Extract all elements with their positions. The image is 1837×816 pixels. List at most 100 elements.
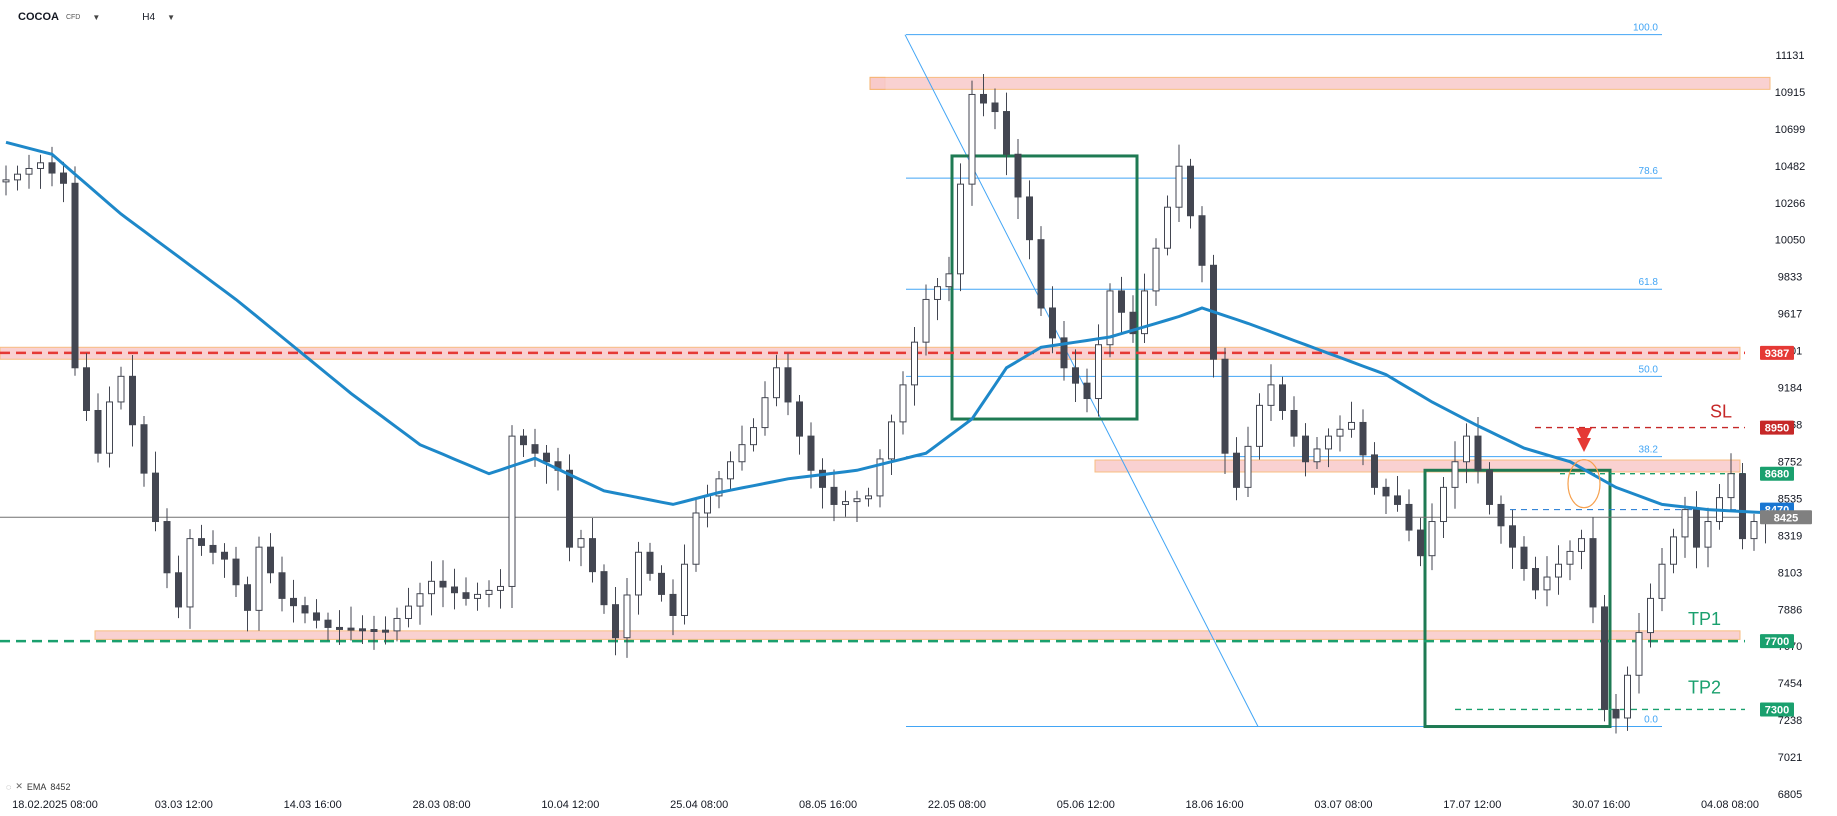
candle-body xyxy=(244,584,251,611)
candle-body xyxy=(968,93,976,185)
close-icon[interactable]: ✕ xyxy=(15,781,23,791)
price-badge xyxy=(1760,702,1794,717)
price-badge-label: 7300 xyxy=(1765,704,1789,716)
signal-highlight xyxy=(1567,459,1601,509)
candle-body xyxy=(796,401,803,437)
x-axis-tick: 18.02.2025 08:00 xyxy=(12,799,98,811)
candle-body xyxy=(853,498,861,503)
x-axis-tick: 08.05 16:00 xyxy=(799,799,857,811)
candle-body xyxy=(1198,215,1206,266)
x-axis-tick: 25.04 08:00 xyxy=(670,799,728,811)
chevron-down-icon[interactable]: ▼ xyxy=(92,12,101,22)
candle-body xyxy=(1681,509,1689,538)
chevron-down-icon[interactable]: ▼ xyxy=(167,12,175,22)
y-axis-tick: 9184 xyxy=(1778,383,1802,395)
candle-body xyxy=(819,469,826,488)
candle-body xyxy=(2,179,10,183)
price-badge-label: 9387 xyxy=(1765,348,1789,360)
candle-body xyxy=(48,162,56,174)
candle-body xyxy=(25,167,33,175)
candle-body xyxy=(1072,367,1079,384)
price-badge xyxy=(1760,466,1794,481)
y-axis-tick: 8103 xyxy=(1778,567,1802,579)
candle-body xyxy=(1509,525,1516,548)
candle-body xyxy=(566,469,573,548)
indicator-value: 8452 xyxy=(50,781,71,792)
candle-body xyxy=(1739,473,1746,540)
x-axis-tick: 28.03 08:00 xyxy=(412,799,470,811)
price-badge xyxy=(1760,634,1794,649)
x-axis-tick: 10.04 12:00 xyxy=(541,799,599,811)
candle-body xyxy=(83,367,90,411)
candle-body xyxy=(474,593,481,599)
candle-body xyxy=(1026,196,1033,241)
y-axis-tick: 9833 xyxy=(1778,272,1802,284)
eye-off-icon[interactable]: ◌ xyxy=(6,781,12,792)
candle-body xyxy=(922,298,930,343)
candle-body xyxy=(1233,452,1240,488)
x-axis-tick: 22.05 08:00 xyxy=(928,799,986,811)
tp1-annotation: TP1 xyxy=(1688,609,1721,629)
candle-body xyxy=(1451,461,1459,488)
x-axis-tick: 30.07 16:00 xyxy=(1572,799,1630,811)
candle-body xyxy=(1658,563,1666,599)
candle-body xyxy=(1520,546,1528,570)
timeframe-selector[interactable]: H4 xyxy=(142,11,156,23)
candle-body xyxy=(428,580,435,595)
candle-body xyxy=(416,593,424,607)
symbol-name[interactable]: COCOA xyxy=(18,11,59,23)
y-axis-tick: 7238 xyxy=(1778,715,1802,727)
candle-body xyxy=(646,551,654,574)
y-axis-tick: 7886 xyxy=(1778,604,1802,616)
candle-body xyxy=(451,586,458,594)
candle-body xyxy=(152,472,159,523)
candle-body xyxy=(336,626,343,630)
candle-body xyxy=(1037,239,1045,309)
y-axis-tick: 7021 xyxy=(1778,752,1802,764)
candle-body xyxy=(727,461,734,480)
x-axis-tick: 18.06 16:00 xyxy=(1186,799,1244,811)
fib-level-label: 38.2 xyxy=(1639,445,1659,456)
x-axis-tick: 03.03 12:00 xyxy=(155,799,213,811)
candle-body xyxy=(1693,509,1700,548)
candle-body xyxy=(60,172,67,184)
candle-body xyxy=(117,375,125,403)
candle-body xyxy=(1129,311,1137,335)
candle-body xyxy=(1290,409,1298,437)
candle-body xyxy=(1244,445,1252,488)
indicator-name: EMA xyxy=(26,781,47,792)
candles xyxy=(2,74,1769,734)
x-axis-tick: 14.03 16:00 xyxy=(284,799,342,811)
candle-body xyxy=(600,571,608,606)
price-badge-label: 8680 xyxy=(1765,469,1789,481)
candle-body xyxy=(577,538,585,548)
candle-body xyxy=(232,558,240,586)
candle-body xyxy=(106,401,113,454)
candle-body xyxy=(1750,521,1758,540)
candle-body xyxy=(1440,486,1447,523)
candle-body xyxy=(669,593,677,616)
candle-body xyxy=(1221,358,1229,454)
candle-body xyxy=(1256,404,1263,447)
candle-body xyxy=(1164,206,1171,249)
ema-line xyxy=(5,140,1766,515)
y-axis-tick: 10266 xyxy=(1775,198,1806,210)
candle-body xyxy=(612,604,619,639)
y-axis-tick: 11131 xyxy=(1776,50,1805,62)
candle-body xyxy=(1014,153,1022,198)
candle-body xyxy=(1405,503,1413,531)
zone-band-3 xyxy=(94,630,1741,640)
instrument-type: CFD xyxy=(65,13,81,21)
candle-body xyxy=(692,512,700,565)
sl-annotation: SL xyxy=(1710,402,1732,422)
fib-level-label: 100.0 xyxy=(1633,23,1658,34)
candle-body xyxy=(1175,165,1183,208)
candle-body xyxy=(347,627,355,631)
candle-body xyxy=(1060,337,1068,369)
candle-body xyxy=(359,628,366,632)
candle-body xyxy=(439,580,447,588)
candle-body xyxy=(382,629,389,633)
candle-body xyxy=(508,435,516,587)
candle-body xyxy=(899,384,907,423)
